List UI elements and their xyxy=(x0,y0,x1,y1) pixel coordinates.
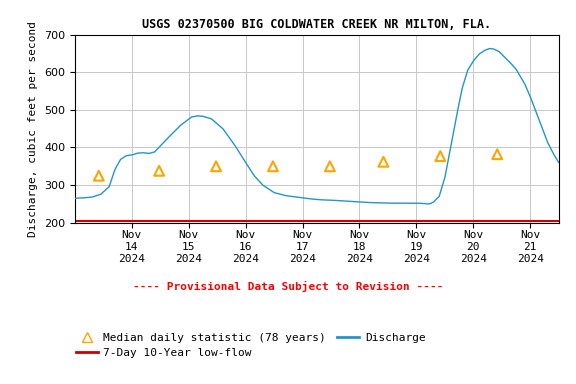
Point xyxy=(268,163,278,169)
Point xyxy=(211,163,221,169)
Point xyxy=(435,153,445,159)
Point xyxy=(94,173,104,179)
Point xyxy=(492,151,502,157)
Title: USGS 02370500 BIG COLDWATER CREEK NR MILTON, FLA.: USGS 02370500 BIG COLDWATER CREEK NR MIL… xyxy=(142,18,491,31)
Point xyxy=(325,163,335,169)
Point xyxy=(154,168,164,174)
Legend: Median daily statistic (78 years), 7-Day 10-Year low-flow, Discharge: Median daily statistic (78 years), 7-Day… xyxy=(75,333,426,358)
Y-axis label: Discharge, cubic feet per second: Discharge, cubic feet per second xyxy=(28,21,39,237)
Text: ---- Provisional Data Subject to Revision ----: ---- Provisional Data Subject to Revisio… xyxy=(132,281,444,291)
Point xyxy=(379,159,388,165)
